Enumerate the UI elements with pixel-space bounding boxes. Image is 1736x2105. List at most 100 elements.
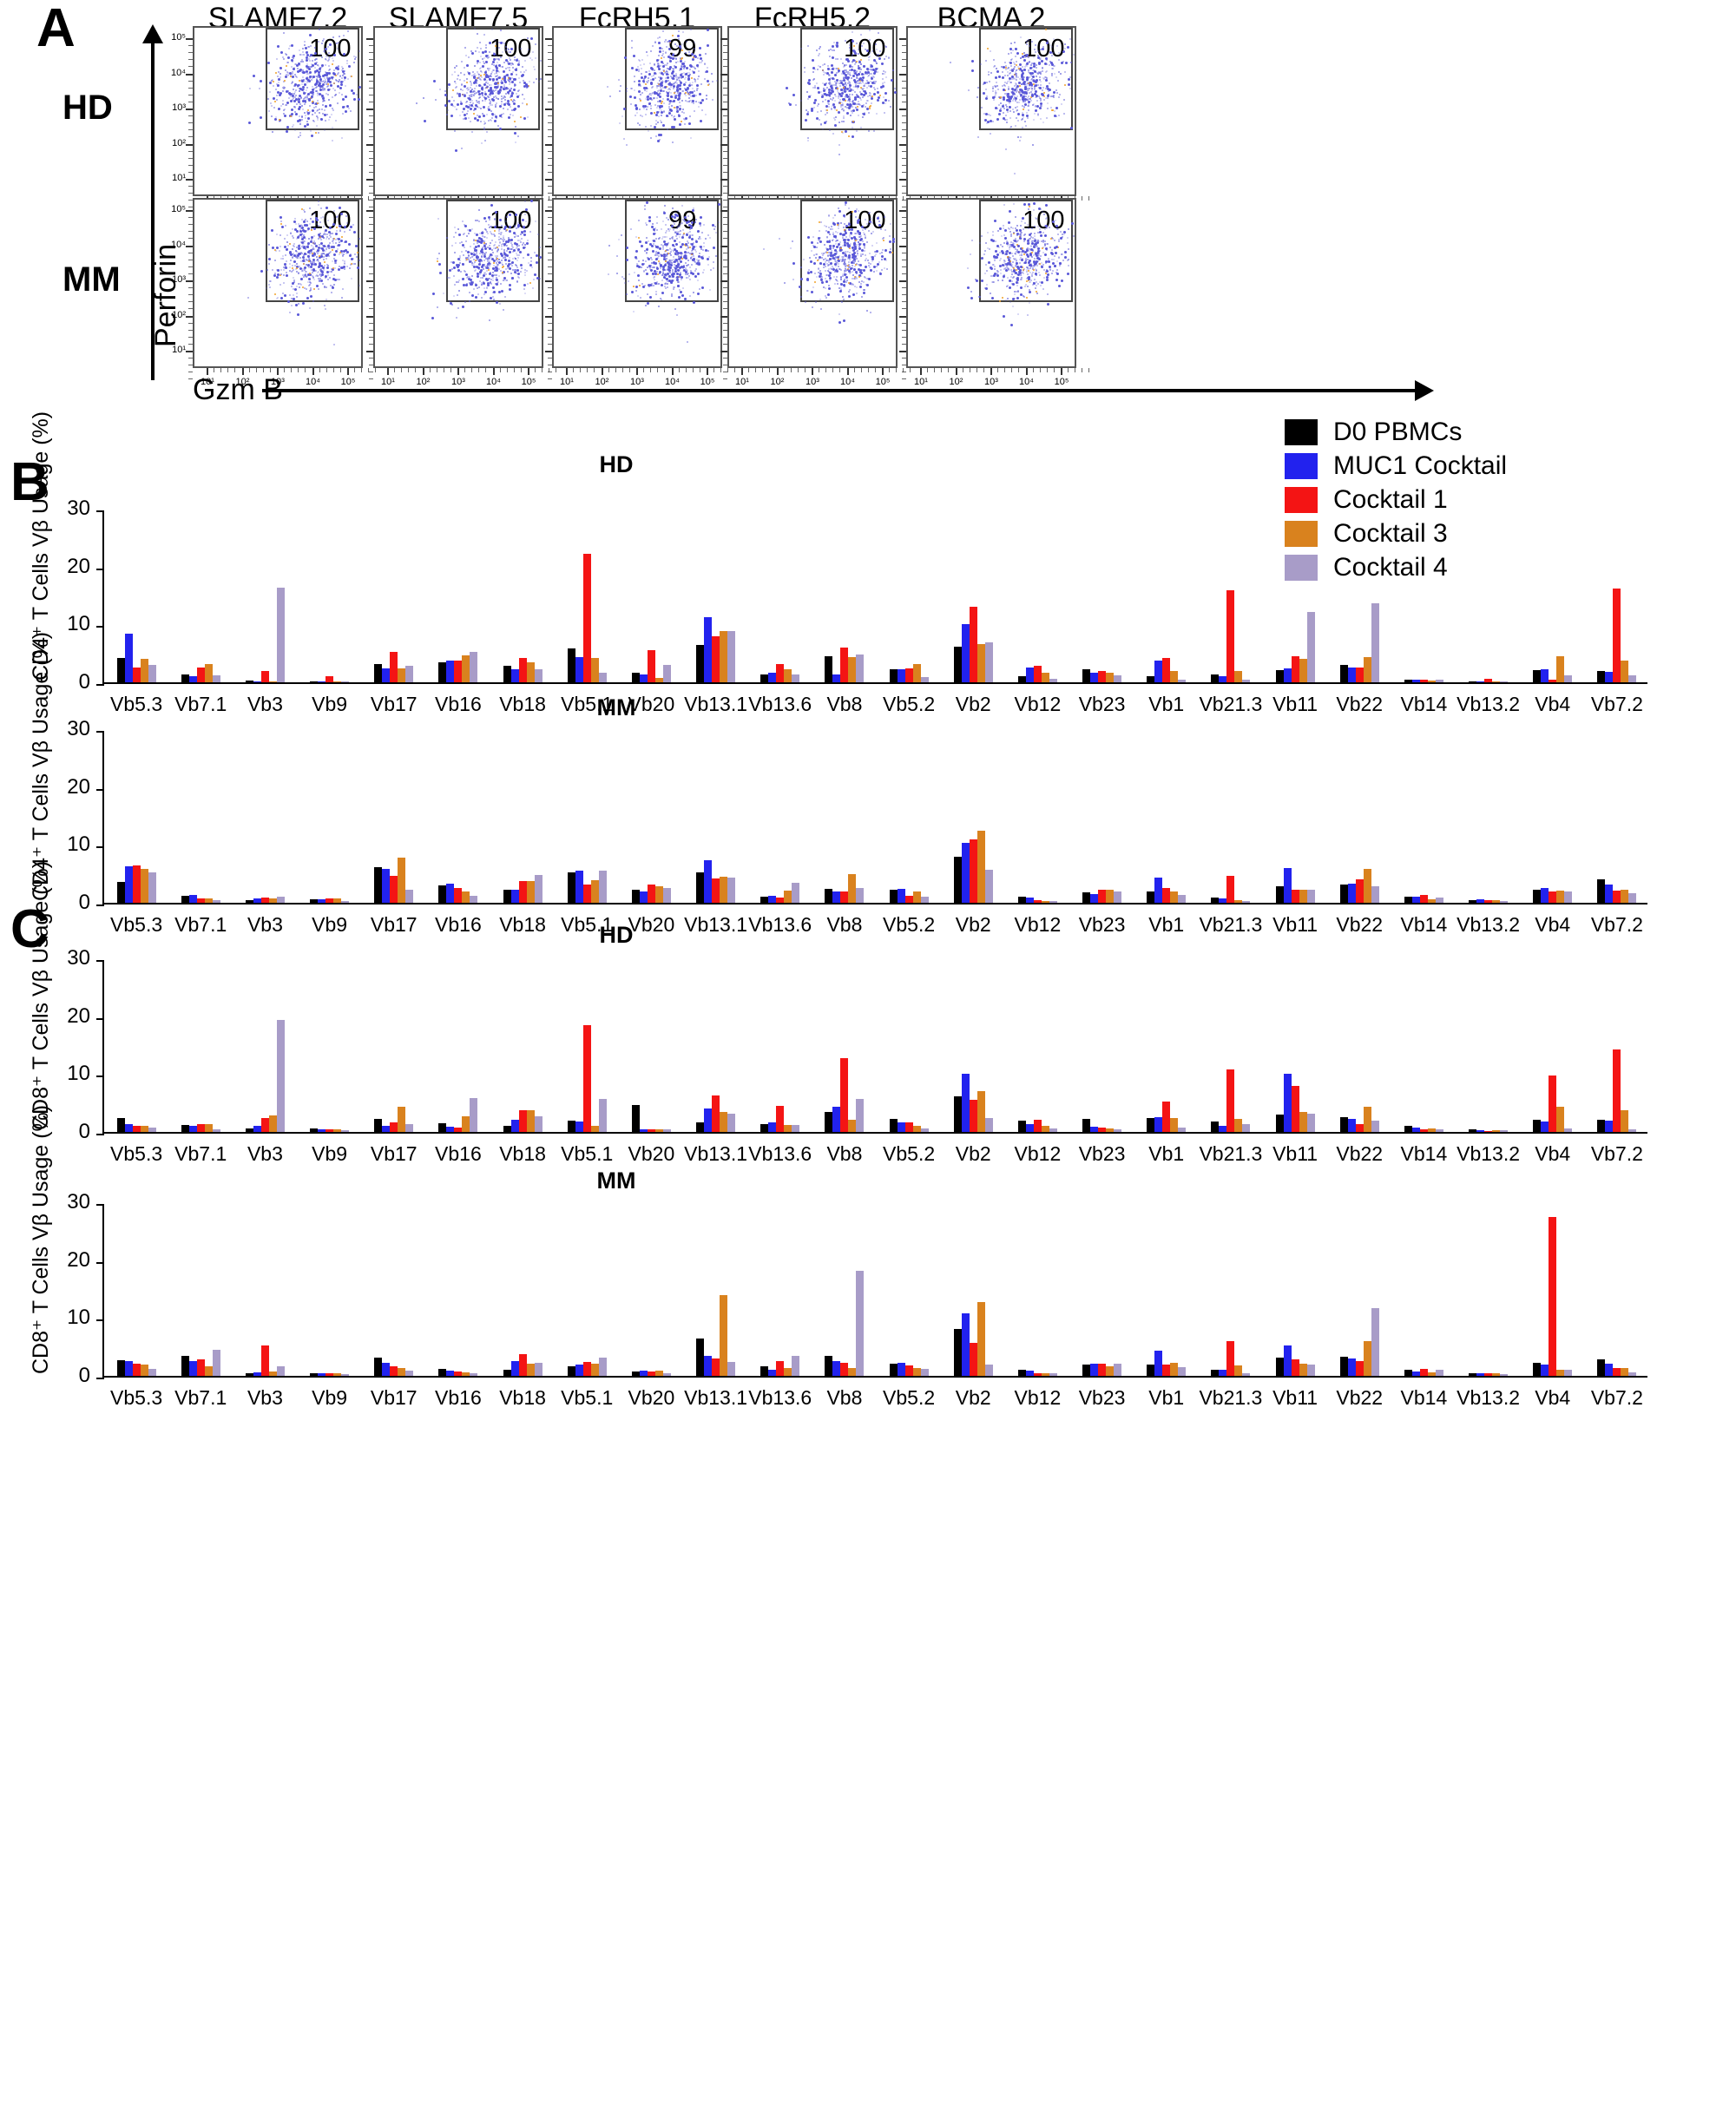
flow-y-minor-tick <box>188 151 193 152</box>
flow-y-tick-label: 10² <box>153 310 186 320</box>
bar-muc1-cocktail <box>125 634 133 682</box>
bar-d0-pbmcs <box>1147 676 1154 682</box>
bar-muc1-cocktail <box>125 1361 133 1376</box>
bar-cocktail-3 <box>1234 1119 1242 1132</box>
flow-y-tick <box>720 351 727 352</box>
flow-x-minor-tick <box>734 368 735 372</box>
flow-x-tick <box>207 368 208 375</box>
flow-y-minor-tick <box>548 308 552 309</box>
flow-x-minor-tick <box>934 368 935 372</box>
bar-cocktail-4 <box>341 1130 349 1132</box>
y-axis-tick-label: 0 <box>50 1122 90 1142</box>
flow-y-minor-tick <box>188 165 193 166</box>
flow-y-tick <box>366 246 373 247</box>
x-axis-category-label: Vb22 <box>1327 1386 1391 1410</box>
flow-x-minor-tick <box>997 368 998 372</box>
bar-muc1-cocktail <box>1348 884 1356 903</box>
bar-cocktail-4 <box>1628 893 1636 903</box>
flow-plot-mm-2: 99 10¹ 10² 10³ 10⁴ 10⁵ <box>552 198 722 368</box>
flow-y-minor-tick <box>369 81 373 82</box>
flow-y-minor-tick <box>369 323 373 324</box>
bar-cocktail-4 <box>1371 603 1379 682</box>
bar-d0-pbmcs <box>696 1122 704 1132</box>
y-axis-tick <box>96 626 104 628</box>
flow-y-tick <box>545 316 552 318</box>
bar-cocktail-1 <box>776 1361 784 1376</box>
y-axis-tick-label: 20 <box>50 1006 90 1027</box>
bar-cocktail-1 <box>133 668 141 682</box>
plot-area: 0 10 20 30 Vb5.3 Vb7.1 Vb3 Vb9 Vb17 Vb16 Vb18 Vb5.1… <box>102 731 1647 904</box>
x-axis-category-label: Vb11 <box>1263 1386 1327 1410</box>
bar-cocktail-3 <box>1170 891 1178 903</box>
bar-group: Vb23 <box>1070 731 1134 903</box>
bar-cocktail-1 <box>776 1106 784 1132</box>
flow-x-tick-label: 10⁴ <box>1012 377 1042 387</box>
bar-cocktail-4 <box>1564 1370 1572 1376</box>
bar-cocktail-1 <box>454 888 462 903</box>
x-axis-category-label: Vb5.2 <box>877 1142 941 1166</box>
bar-group: Vb5.2 <box>877 960 941 1132</box>
flow-x-tick-label: 10³ <box>976 377 1006 387</box>
bar-cocktail-3 <box>848 657 856 682</box>
bar-cocktail-3 <box>1299 659 1307 682</box>
bar-cocktail-3 <box>1042 1373 1049 1376</box>
bar-cocktail-1 <box>454 661 462 682</box>
flow-y-tick <box>720 38 727 40</box>
flow-x-minor-tick <box>354 368 355 372</box>
y-axis-title: CD8⁺ T Cells Vβ Usage (%) <box>28 1105 54 1374</box>
flow-x-minor-tick <box>326 368 327 372</box>
flow-x-minor-tick <box>748 368 749 372</box>
flow-x-tick-label: 10³ <box>263 377 293 387</box>
bar-muc1-cocktail <box>1284 668 1292 682</box>
bar-cocktail-3 <box>1492 681 1500 682</box>
bar-cocktail-1 <box>261 1345 269 1376</box>
bar-d0-pbmcs <box>1276 1358 1284 1376</box>
flow-y-minor-tick <box>548 358 552 359</box>
flow-dot-cloud <box>727 198 898 368</box>
flow-x-minor-tick <box>798 368 799 372</box>
flow-y-minor-tick <box>902 186 906 187</box>
flow-x-minor-tick <box>657 368 658 372</box>
flow-y-minor-tick <box>902 115 906 116</box>
bar-d0-pbmcs <box>954 647 962 682</box>
flow-y-minor-tick <box>902 217 906 218</box>
flow-x-minor-tick <box>868 368 869 372</box>
bar-group: Vb20 <box>619 960 683 1132</box>
bar-d0-pbmcs <box>1340 1357 1348 1376</box>
bar-cocktail-3 <box>1428 899 1436 903</box>
bar-muc1-cocktail <box>1605 885 1613 903</box>
flow-plot-mm-0: 100 10⁵ 10⁴ 10³ 10² 10¹ 10¹ 10² 10³ 10⁴ 10⁵ <box>193 198 363 368</box>
y-axis-title: CD8⁺ T Cells Vβ Usage (%) <box>28 861 54 1130</box>
flow-dot-cloud <box>552 198 722 368</box>
bar-group: Vb16 <box>426 731 490 903</box>
flow-y-tick <box>186 179 193 181</box>
bar-d0-pbmcs <box>117 658 125 682</box>
bar-muc1-cocktail <box>1541 888 1549 903</box>
bar-d0-pbmcs <box>246 1373 253 1376</box>
bar-cocktail-1 <box>840 648 848 682</box>
bar-group: Vb4 <box>1521 960 1585 1132</box>
flow-x-minor-tick <box>430 368 431 372</box>
flow-x-minor-tick <box>664 368 665 372</box>
flow-y-minor-tick <box>902 287 906 288</box>
flow-x-tick-label: 10² <box>588 377 617 387</box>
flow-x-minor-tick <box>1011 368 1012 372</box>
flow-y-minor-tick <box>548 52 552 53</box>
bar-d0-pbmcs <box>117 882 125 903</box>
flow-y-tick <box>720 210 727 212</box>
bar-muc1-cocktail <box>253 1126 261 1132</box>
flow-y-minor-tick <box>548 88 552 89</box>
bar-muc1-cocktail <box>1284 868 1292 903</box>
bar-muc1-cocktail <box>962 1074 970 1132</box>
flow-x-minor-tick <box>415 368 416 372</box>
flow-y-minor-tick <box>548 151 552 152</box>
bar-d0-pbmcs <box>1276 886 1284 903</box>
flow-y-tick-label: 10³ <box>153 274 186 285</box>
flow-y-minor-tick <box>723 330 727 331</box>
x-axis-category-label: Vb3 <box>233 1142 297 1166</box>
flow-y-tick <box>720 74 727 76</box>
bar-group: Vb8 <box>812 510 877 682</box>
bar-cocktail-3 <box>977 831 985 903</box>
flow-x-tick <box>312 368 314 375</box>
flow-x-minor-tick <box>769 368 770 372</box>
